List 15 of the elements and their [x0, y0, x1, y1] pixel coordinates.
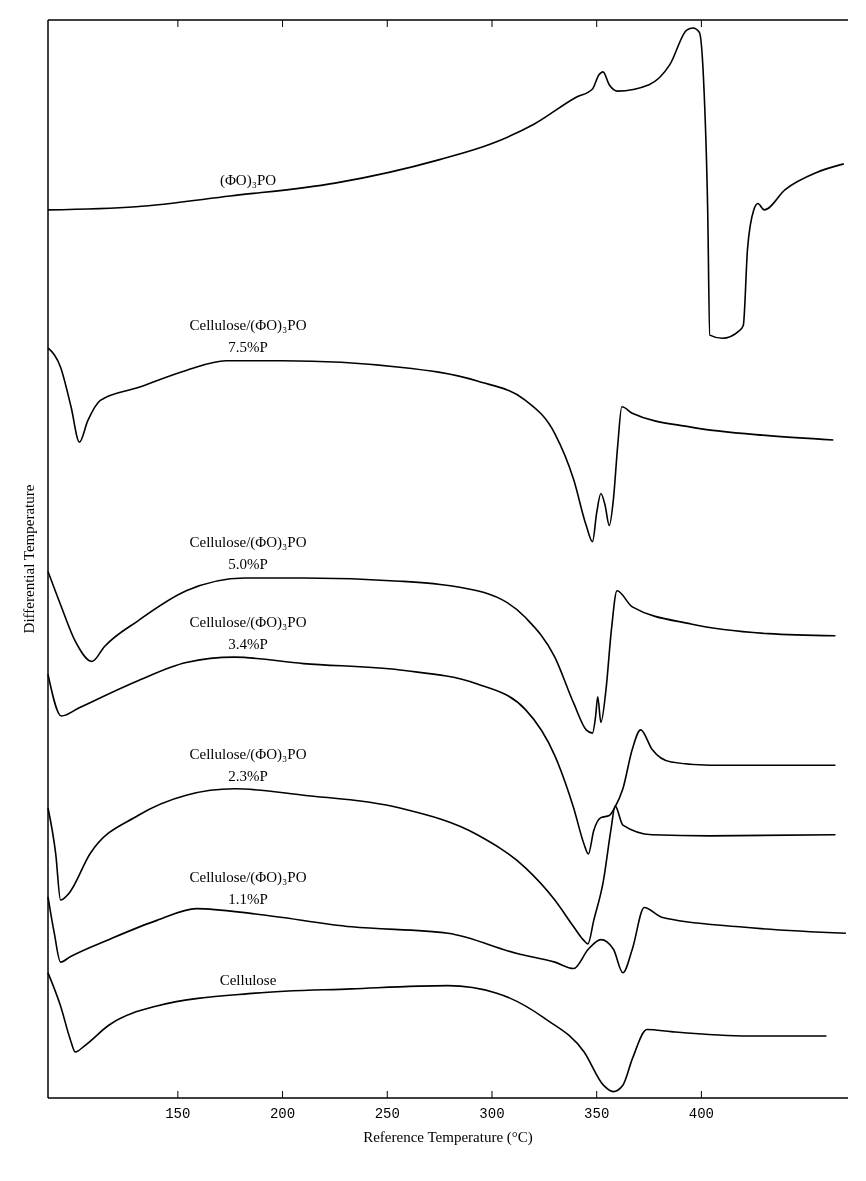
series-label: Cellulose	[219, 972, 277, 989]
series-label: (ΦO)₃PO	[219, 171, 277, 189]
x-tick-label: 200	[269, 1106, 296, 1122]
x-tick-label: 250	[374, 1106, 400, 1122]
series-label: Cellulose/(ΦO)₃PO 3.4%P	[189, 614, 307, 653]
x-tick-label: 350	[584, 1106, 610, 1122]
x-tick-label: 400	[688, 1106, 715, 1122]
series-label: Cellulose/(ΦO)₃PO 5.0%P	[189, 533, 307, 572]
series-label: Cellulose/(ΦO)₃PO 1.1%P	[189, 869, 307, 908]
x-tick-label: 150	[165, 1106, 191, 1122]
series-label: Cellulose/(ΦO)₃PO 2.3%P	[189, 746, 307, 785]
y-axis-title: Differential Temperature	[21, 484, 37, 634]
x-tick-label: 300	[479, 1106, 505, 1122]
x-axis-title: Reference Temperature (°C)	[363, 1129, 533, 1146]
series-label: Cellulose/(ΦO)₃PO 7.5%P	[189, 316, 307, 355]
